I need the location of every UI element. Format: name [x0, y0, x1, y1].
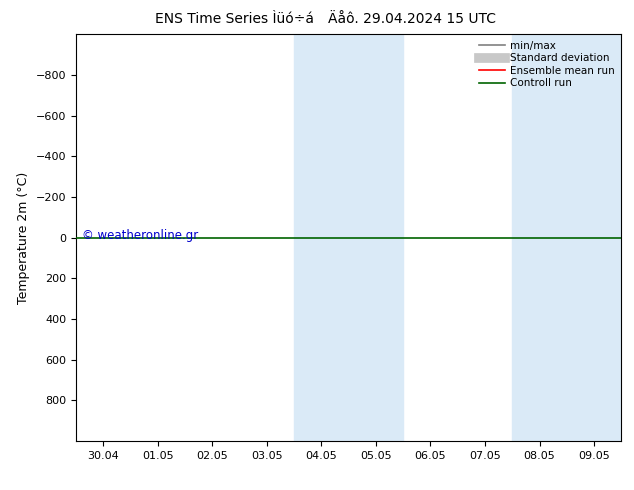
- Text: © weatheronline.gr: © weatheronline.gr: [82, 229, 198, 242]
- Bar: [512, 34, 621, 441]
- Bar: [294, 34, 403, 441]
- Text: ENS Time Series Ìüó÷á: ENS Time Series Ìüó÷á: [155, 12, 314, 26]
- Text: Äåô. 29.04.2024 15 UTC: Äåô. 29.04.2024 15 UTC: [328, 12, 496, 26]
- Legend: min/max, Standard deviation, Ensemble mean run, Controll run: min/max, Standard deviation, Ensemble me…: [475, 36, 619, 93]
- Y-axis label: Temperature 2m (°C): Temperature 2m (°C): [17, 172, 30, 304]
